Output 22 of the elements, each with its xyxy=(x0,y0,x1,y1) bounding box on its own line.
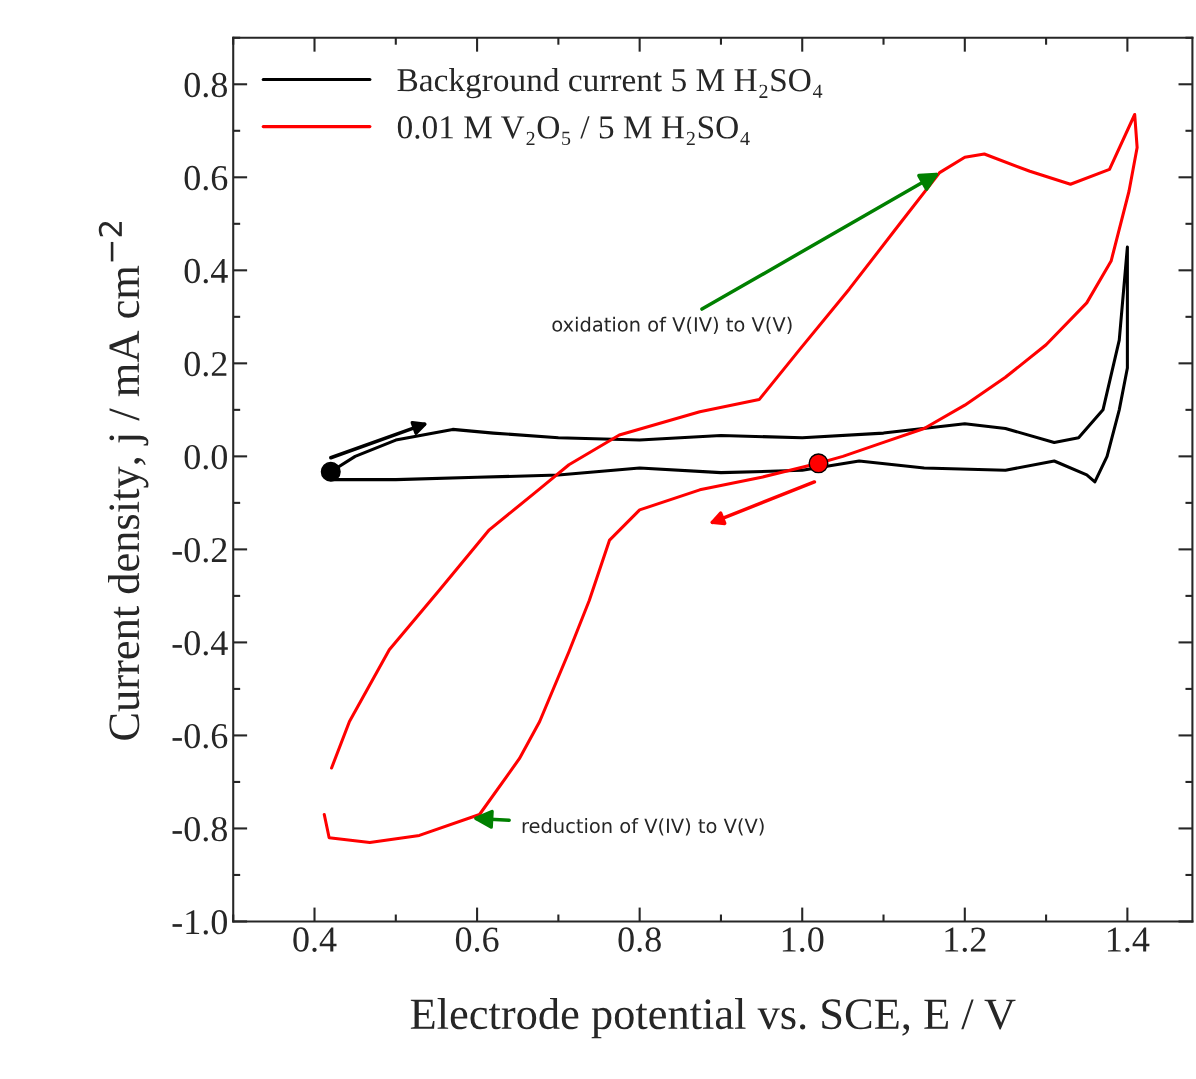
y-tick-label: -0.6 xyxy=(172,723,228,749)
y-tick-label: 0.2 xyxy=(184,351,227,377)
y-tick-label: 0.4 xyxy=(184,258,228,284)
x-tick-label: 1.2 xyxy=(945,927,986,952)
y-tick-label: -0.8 xyxy=(172,816,227,842)
x-tick-label: 1.4 xyxy=(1107,927,1150,952)
y-tick-label: 0.8 xyxy=(184,72,227,98)
x-tick-label: 0.4 xyxy=(293,927,337,952)
x-axis-title: Electrode potential vs. SCE, E / V xyxy=(410,997,1016,1039)
legend-label: 0.01 M V₂O₅ / 5 M H₂SO₄ xyxy=(397,116,750,146)
y-axis-title: Current density, j / mA cm$^{−2}$ xyxy=(98,221,149,740)
x-tick-label: 0.8 xyxy=(618,927,661,952)
y-tick-label: 0.0 xyxy=(184,444,227,470)
y-tick-label: 0.6 xyxy=(184,165,228,191)
x-tick-label: 1.0 xyxy=(782,927,824,952)
annotation: reduction of V(IV) to V(V) xyxy=(522,818,764,836)
y-tick-label: -1.0 xyxy=(172,909,227,935)
y-tick-label: -0.4 xyxy=(172,630,228,656)
annotation: oxidation of V(IV) to V(V) xyxy=(552,316,792,335)
x-tick-label: 0.6 xyxy=(455,927,499,952)
y-tick-label: -0.2 xyxy=(172,537,227,563)
legend-label: Background current 5 M H₂SO₄ xyxy=(397,67,823,99)
